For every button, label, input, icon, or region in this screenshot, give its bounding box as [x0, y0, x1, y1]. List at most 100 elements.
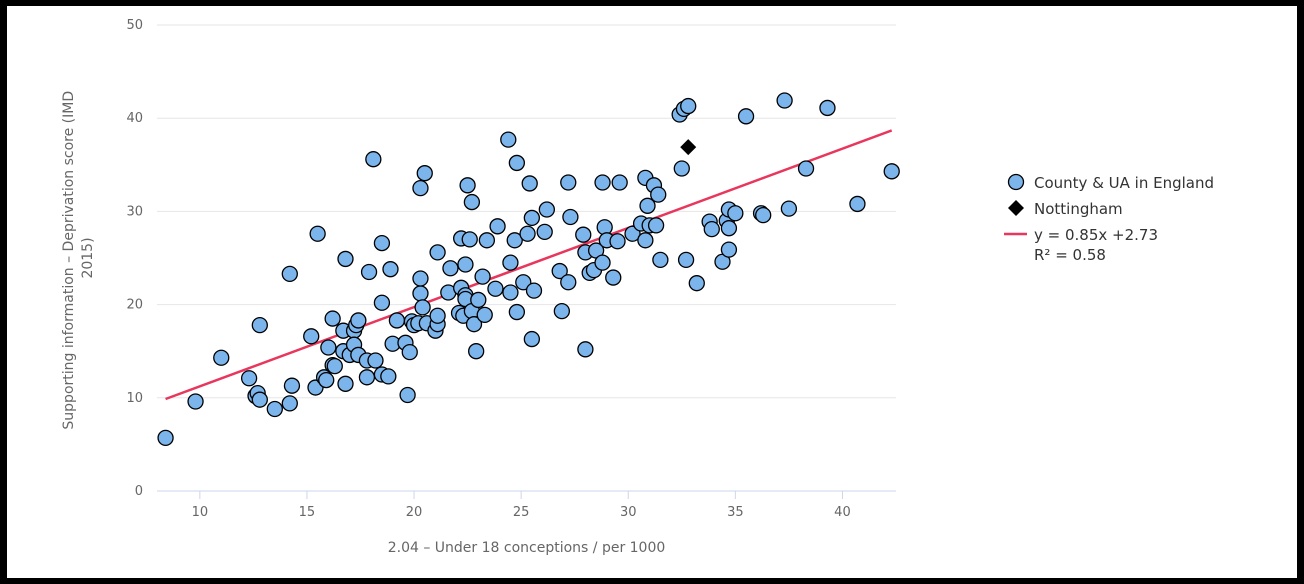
data-point-county[interactable] — [500, 131, 517, 148]
data-point-county[interactable] — [213, 349, 230, 366]
data-point-county[interactable] — [647, 217, 665, 234]
data-point-county[interactable] — [373, 234, 391, 252]
data-point-county[interactable] — [457, 256, 474, 273]
data-point-county[interactable] — [680, 97, 697, 115]
data-point-county[interactable] — [819, 99, 836, 117]
data-point-nottingham[interactable] — [680, 139, 697, 156]
data-point-county[interactable] — [320, 339, 337, 356]
data-point-county[interactable] — [373, 294, 391, 311]
data-point-county[interactable] — [388, 312, 406, 329]
data-point-county[interactable] — [755, 206, 772, 224]
data-point-county[interactable] — [412, 270, 429, 287]
data-point-county[interactable] — [303, 328, 320, 345]
data-point-county[interactable] — [605, 269, 622, 286]
data-point-county[interactable] — [673, 160, 690, 177]
data-point-county[interactable] — [560, 174, 577, 191]
data-point-county[interactable] — [416, 165, 433, 182]
data-point-county[interactable] — [468, 343, 485, 360]
data-point-county[interactable] — [281, 395, 298, 412]
data-point-county[interactable] — [703, 220, 720, 238]
data-point-county[interactable] — [470, 291, 487, 309]
data-point-county[interactable] — [519, 225, 536, 242]
data-point-county[interactable] — [637, 232, 654, 249]
data-point-county[interactable] — [650, 186, 667, 203]
data-point-county[interactable] — [266, 400, 283, 418]
data-point-county[interactable] — [538, 201, 555, 218]
data-point-county[interactable] — [337, 250, 354, 268]
data-point-county[interactable] — [463, 193, 481, 211]
data-point-county[interactable] — [506, 232, 523, 249]
data-point-county[interactable] — [502, 254, 519, 271]
data-point-county[interactable] — [515, 274, 532, 291]
data-point-county[interactable] — [367, 352, 384, 369]
data-point-county[interactable] — [251, 391, 268, 408]
data-point-county[interactable] — [652, 251, 669, 269]
data-point-county[interactable] — [240, 370, 258, 387]
data-point-county[interactable] — [465, 316, 483, 333]
data-point-county[interactable] — [523, 209, 541, 227]
data-point-county[interactable] — [414, 299, 431, 316]
data-point-county[interactable] — [309, 225, 326, 242]
data-point-county[interactable] — [337, 375, 354, 392]
data-point-county[interactable] — [412, 179, 429, 197]
data-point-county[interactable] — [508, 303, 526, 321]
data-point-county[interactable] — [727, 205, 744, 222]
data-point-county[interactable] — [350, 312, 367, 329]
data-point-county[interactable] — [251, 316, 268, 334]
data-point-county[interactable] — [442, 260, 459, 277]
data-point-county[interactable] — [459, 177, 476, 194]
data-point-county[interactable] — [476, 306, 493, 324]
data-point-county[interactable] — [324, 310, 341, 327]
data-point-county[interactable] — [577, 341, 594, 358]
data-point-county[interactable] — [849, 195, 866, 213]
data-point-county[interactable] — [326, 357, 343, 375]
data-point-county[interactable] — [525, 282, 543, 299]
data-point-county[interactable] — [157, 429, 174, 447]
data-point-county[interactable] — [318, 371, 335, 389]
data-point-county[interactable] — [737, 108, 755, 125]
legend-item-nottingham[interactable]: Nottingham — [1008, 200, 1123, 218]
data-point-county[interactable] — [429, 307, 446, 324]
data-point-county[interactable] — [536, 223, 553, 241]
data-point-county[interactable] — [797, 160, 815, 177]
data-point-county[interactable] — [720, 220, 738, 237]
data-point-county[interactable] — [508, 154, 526, 172]
data-point-county[interactable] — [594, 254, 611, 271]
data-point-county[interactable] — [365, 151, 382, 168]
data-point-county[interactable] — [478, 232, 496, 249]
legend-item-trendline[interactable]: y = 0.85x +2.73 R² = 0.58 — [1004, 226, 1158, 264]
data-point-county[interactable] — [380, 368, 397, 385]
data-point-county[interactable] — [776, 92, 793, 109]
data-point-county[interactable] — [283, 377, 301, 394]
data-point-county[interactable] — [523, 330, 541, 348]
data-point-county[interactable] — [594, 174, 611, 191]
data-point-county[interactable] — [639, 197, 656, 214]
data-point-county[interactable] — [562, 208, 579, 226]
data-point-county[interactable] — [521, 175, 538, 192]
data-point-county[interactable] — [780, 200, 798, 217]
data-point-county[interactable] — [560, 274, 577, 291]
data-point-county[interactable] — [474, 268, 491, 285]
data-point-county[interactable] — [611, 174, 628, 191]
data-point-county[interactable] — [429, 244, 446, 261]
data-point-county[interactable] — [489, 218, 506, 235]
data-point-county[interactable] — [720, 241, 738, 258]
data-point-county[interactable] — [461, 231, 478, 248]
data-point-county[interactable] — [609, 233, 626, 250]
data-point-county[interactable] — [487, 280, 504, 297]
data-point-county[interactable] — [187, 393, 204, 410]
data-point-county[interactable] — [358, 369, 376, 386]
data-point-county[interactable] — [502, 284, 519, 301]
data-point-county[interactable] — [281, 265, 298, 282]
legend-item-county[interactable]: County & UA in England — [1007, 173, 1215, 192]
data-point-county[interactable] — [677, 251, 695, 269]
data-point-county[interactable] — [382, 261, 399, 278]
data-point-county[interactable] — [551, 262, 568, 280]
data-point-county[interactable] — [401, 343, 418, 361]
data-point-county[interactable] — [412, 285, 429, 302]
data-point-county[interactable] — [399, 386, 416, 404]
data-point-county[interactable] — [553, 302, 570, 320]
data-point-county[interactable] — [883, 163, 900, 180]
data-point-county[interactable] — [575, 226, 592, 243]
data-point-county[interactable] — [688, 275, 705, 292]
